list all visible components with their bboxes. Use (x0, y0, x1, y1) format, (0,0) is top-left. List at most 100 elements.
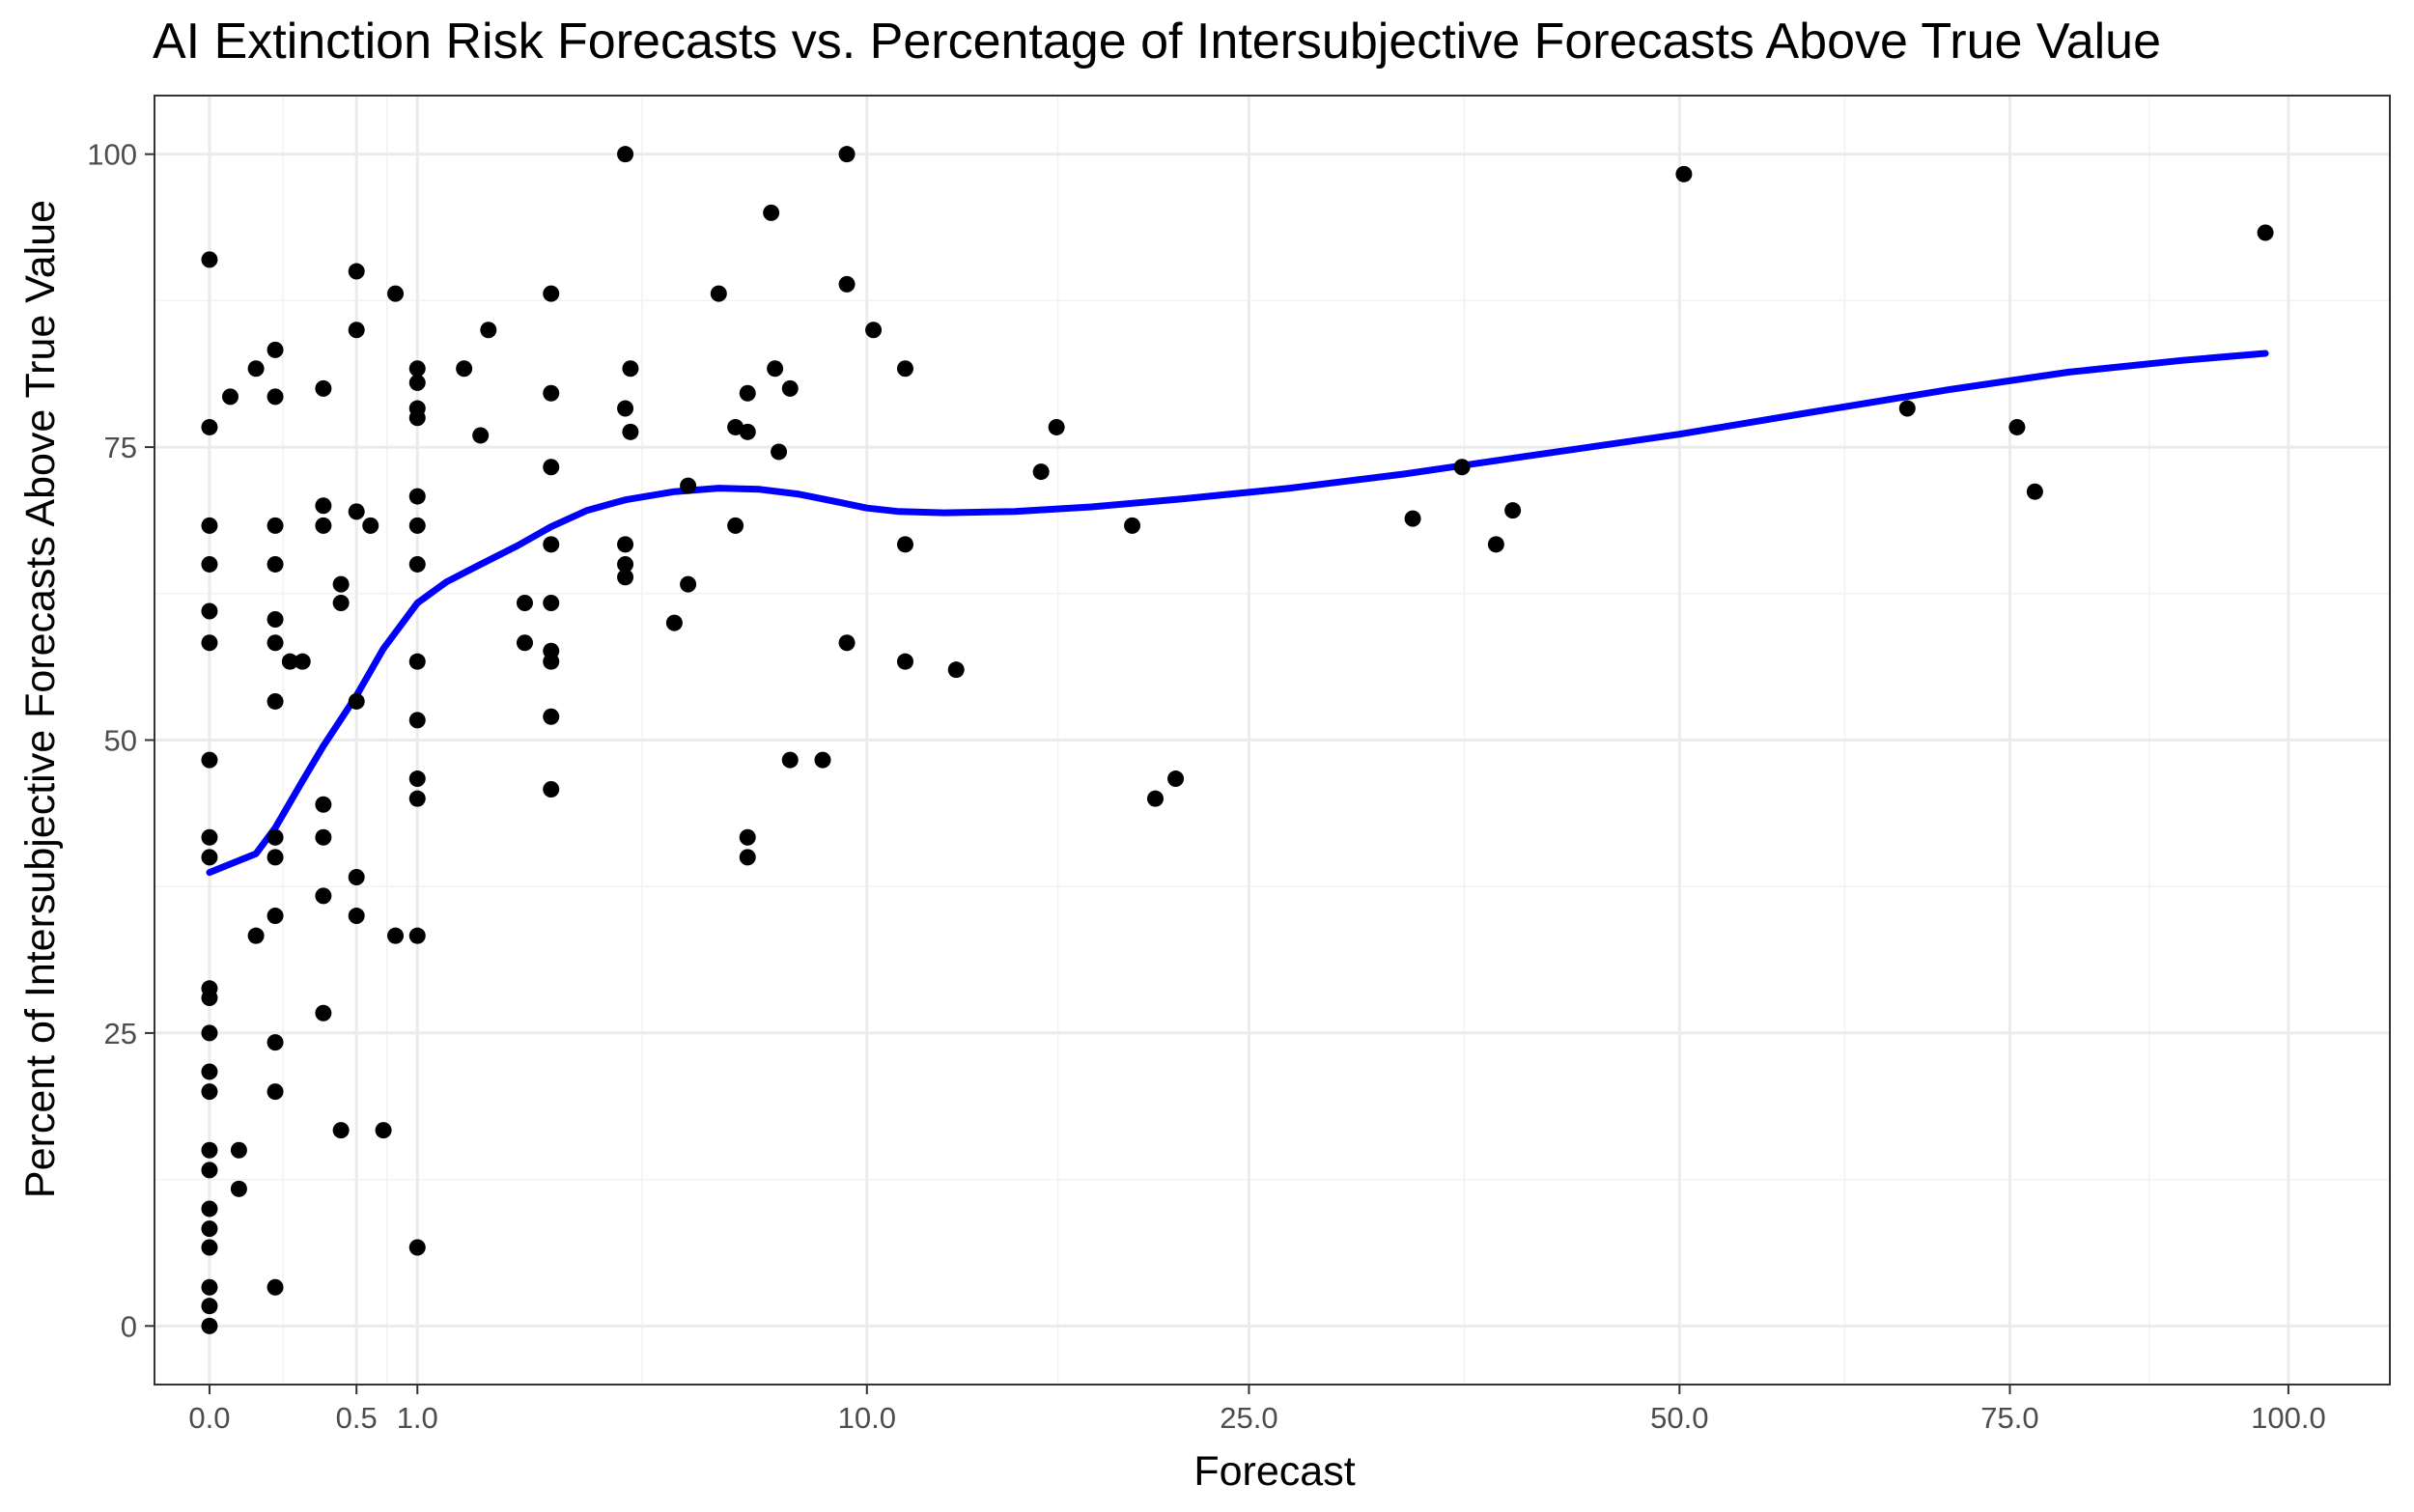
data-point (1504, 502, 1522, 519)
smooth-trend-line (206, 350, 2269, 877)
data-point (472, 427, 490, 444)
data-point (408, 712, 426, 729)
data-point (201, 517, 218, 534)
grid-lines (154, 96, 2390, 1385)
data-point (201, 251, 218, 268)
data-point (267, 341, 284, 358)
data-point (727, 517, 744, 534)
data-point (763, 204, 780, 221)
data-point (267, 1083, 284, 1101)
data-point (315, 379, 332, 397)
data-point (617, 555, 634, 573)
data-point (408, 653, 426, 670)
data-point (543, 536, 560, 553)
y-tick-label: 50 (104, 724, 137, 758)
data-point (348, 503, 365, 520)
data-point (680, 477, 697, 494)
data-point (408, 517, 426, 534)
data-point (739, 423, 756, 440)
data-point (1404, 510, 1421, 527)
data-point (814, 751, 831, 769)
data-point (201, 751, 218, 769)
data-point (710, 285, 727, 302)
x-tick-label: 0.5 (336, 1401, 378, 1435)
data-point (480, 322, 497, 339)
data-point (767, 360, 784, 378)
data-point (201, 828, 218, 846)
data-point (838, 146, 856, 163)
data-point (281, 653, 298, 670)
axes: 0.0 0.5 1.0 10.0 25.0 50.0 75.0 100.0 0 25 50 75 100 (87, 138, 2325, 1435)
y-tick-label: 100 (87, 138, 137, 172)
data-point (315, 1004, 332, 1022)
data-point (1487, 536, 1504, 553)
data-point (838, 275, 856, 293)
data-point (348, 868, 365, 885)
data-point (1032, 463, 1050, 481)
data-point (1124, 517, 1141, 534)
data-point (201, 1063, 218, 1080)
data-point (408, 770, 426, 788)
data-point (516, 595, 533, 612)
data-point (201, 1278, 218, 1296)
data-point (1675, 165, 1693, 182)
data-point (2257, 224, 2274, 241)
data-point (201, 418, 218, 435)
data-point (201, 1220, 218, 1238)
data-point (408, 360, 426, 378)
data-point (315, 497, 332, 515)
data-point (1146, 790, 1164, 807)
x-tick-label: 10.0 (838, 1401, 896, 1435)
data-point (680, 575, 697, 593)
data-point (408, 374, 426, 391)
data-point (201, 1162, 218, 1179)
y-axis-title: Percent of Intersubjective Forecasts Abo… (17, 200, 64, 1198)
data-point (771, 443, 788, 461)
data-point (315, 887, 332, 905)
data-point (739, 828, 756, 846)
data-point (201, 1141, 218, 1159)
data-point (456, 360, 473, 378)
data-point (408, 927, 426, 944)
data-point (543, 780, 560, 798)
data-point (332, 595, 350, 612)
data-point (267, 692, 284, 710)
smooth-curve-layer (206, 350, 2269, 877)
y-tick-label: 0 (121, 1309, 137, 1343)
x-tick-label: 0.0 (188, 1401, 230, 1435)
data-point (387, 285, 405, 302)
data-point (543, 459, 560, 476)
data-point (739, 849, 756, 866)
data-point (315, 796, 332, 813)
data-point (408, 1239, 426, 1256)
data-point (201, 1024, 218, 1042)
data-point (617, 400, 634, 417)
data-point (201, 1200, 218, 1218)
data-point (267, 388, 284, 406)
y-tick-label: 25 (104, 1017, 137, 1050)
x-tick-label: 1.0 (397, 1401, 438, 1435)
x-tick-label: 50.0 (1650, 1401, 1708, 1435)
data-point (348, 322, 365, 339)
data-point (617, 569, 634, 586)
data-point (375, 1122, 392, 1139)
data-point (622, 423, 639, 440)
data-point (1898, 400, 1916, 417)
data-point (315, 517, 332, 534)
chart-title: AI Extinction Risk Forecasts vs. Percent… (153, 14, 2161, 70)
data-point (896, 536, 913, 553)
data-point (543, 384, 560, 402)
data-point (267, 610, 284, 628)
data-point (617, 536, 634, 553)
data-point (739, 384, 756, 402)
data-point (408, 555, 426, 573)
data-point (267, 517, 284, 534)
data-point (332, 575, 350, 593)
data-point (781, 751, 799, 769)
data-point (665, 614, 683, 631)
data-point (622, 360, 639, 378)
data-point (230, 1141, 247, 1159)
data-point (617, 146, 634, 163)
